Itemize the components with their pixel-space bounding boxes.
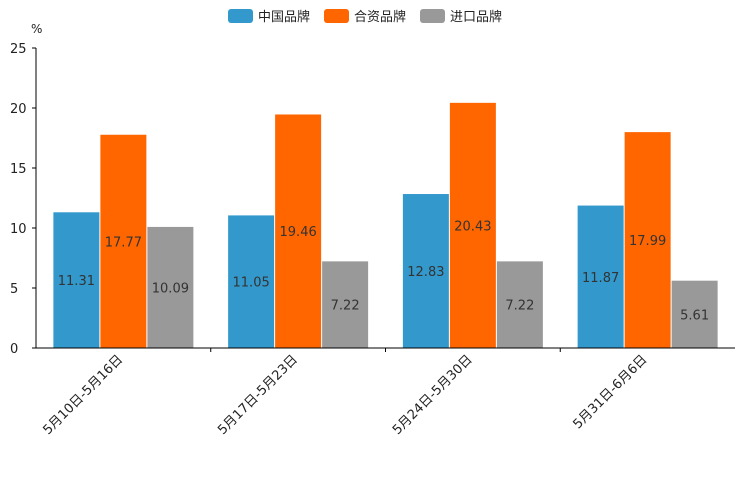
- bar: [624, 132, 671, 348]
- x-tick-label: 5月24日-5月30日: [390, 352, 476, 438]
- bar: [671, 280, 718, 348]
- bar: [577, 205, 624, 348]
- bar: [100, 134, 147, 348]
- bar-value-label: 5.61: [680, 308, 709, 323]
- bar: [496, 261, 543, 348]
- legend-label: 中国品牌: [258, 9, 310, 25]
- bar-labels: 11.31 17.77 10.09 11.05 19.46 7.22 12.83 20.43 7…: [58, 219, 709, 323]
- legend: 中国品牌 合资品牌 进口品牌: [228, 9, 502, 25]
- bar: [228, 215, 275, 348]
- y-axis: 0 5 10 15 20 25: [10, 42, 37, 357]
- legend-swatch: [228, 9, 253, 23]
- x-tick-label: 5月10日-5月16日: [40, 352, 126, 438]
- bar: [322, 261, 369, 348]
- y-tick-label: 15: [10, 162, 27, 177]
- y-axis-unit-label: %: [31, 22, 42, 36]
- y-tick-label: 25: [10, 42, 27, 57]
- bar-value-label: 12.83: [407, 265, 444, 280]
- y-tick-label: 20: [10, 102, 27, 117]
- legend-label: 合资品牌: [354, 9, 406, 25]
- bar: [147, 226, 194, 348]
- bar-value-label: 19.46: [280, 225, 317, 240]
- bar-value-label: 11.31: [58, 274, 95, 289]
- bar: [402, 194, 449, 348]
- bar-value-label: 17.77: [105, 235, 142, 250]
- bar-value-label: 11.05: [233, 276, 270, 291]
- y-tick-label: 10: [10, 222, 27, 237]
- bar-value-label: 10.09: [152, 281, 189, 296]
- bars: [53, 102, 718, 348]
- bar: [449, 102, 496, 348]
- x-tick-label: 5月31日-6月6日: [571, 352, 651, 432]
- bar-value-label: 7.22: [505, 299, 534, 314]
- bar: [275, 114, 322, 348]
- y-tick-label: 5: [10, 282, 18, 297]
- legend-swatch: [420, 9, 445, 23]
- bar: [53, 212, 100, 348]
- x-tick-label: 5月17日-5月23日: [215, 352, 301, 438]
- y-tick-label: 0: [10, 342, 18, 357]
- bar-value-label: 7.22: [331, 299, 360, 314]
- bar-value-label: 17.99: [629, 234, 666, 249]
- bar-value-label: 11.87: [582, 271, 619, 286]
- bar-value-label: 20.43: [454, 219, 491, 234]
- legend-label: 进口品牌: [450, 9, 502, 25]
- x-axis: 5月10日-5月16日 5月17日-5月23日 5月24日-5月30日 5月31日-6…: [36, 347, 735, 438]
- legend-swatch: [324, 9, 349, 23]
